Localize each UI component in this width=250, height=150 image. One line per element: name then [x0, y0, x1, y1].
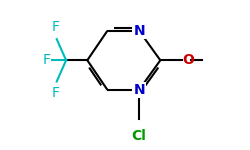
- Text: F: F: [43, 53, 51, 67]
- Text: N: N: [133, 24, 145, 38]
- Text: F: F: [52, 20, 60, 34]
- Text: F: F: [52, 86, 60, 100]
- Text: O: O: [183, 53, 194, 67]
- Text: N: N: [133, 83, 145, 97]
- Text: Cl: Cl: [132, 129, 146, 143]
